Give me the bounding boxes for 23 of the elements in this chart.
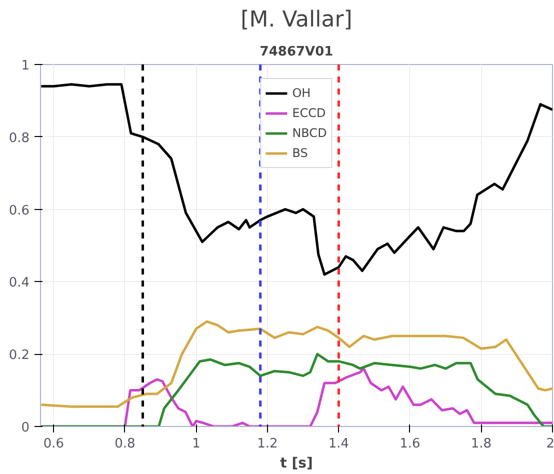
x-tick-label: 1.4 xyxy=(328,436,350,452)
y-tick-label: 0.2 xyxy=(8,348,30,364)
x-tick-label: 1.8 xyxy=(470,436,492,452)
x-tick-label: 1.6 xyxy=(400,436,420,452)
x-tick-label: 1 xyxy=(192,436,200,452)
y-tick-label: 0 xyxy=(21,420,30,436)
y-tick-label: 0.6 xyxy=(8,203,30,218)
x-tick-label: 0.8 xyxy=(114,436,136,452)
x-tick-label: 1.2 xyxy=(257,436,278,452)
chart-title: [M. Vallar] xyxy=(240,8,352,32)
x-tick-label: 2 xyxy=(546,436,554,452)
legend-label: NBCD xyxy=(292,126,327,140)
legend-label: ECCD xyxy=(292,106,326,120)
legend-label: BS xyxy=(292,146,309,160)
x-tick-label: 0.6 xyxy=(43,436,64,452)
y-tick-label: 1 xyxy=(21,58,30,74)
y-tick-label: 0.4 xyxy=(8,276,30,291)
y-tick-label: 0.8 xyxy=(8,130,30,146)
legend-label: OH xyxy=(292,86,312,100)
x-axis-title: t [s] xyxy=(280,456,313,472)
chart-subtitle: 74867V01 xyxy=(260,44,334,60)
line-series xyxy=(40,320,552,408)
line-series xyxy=(40,352,552,426)
